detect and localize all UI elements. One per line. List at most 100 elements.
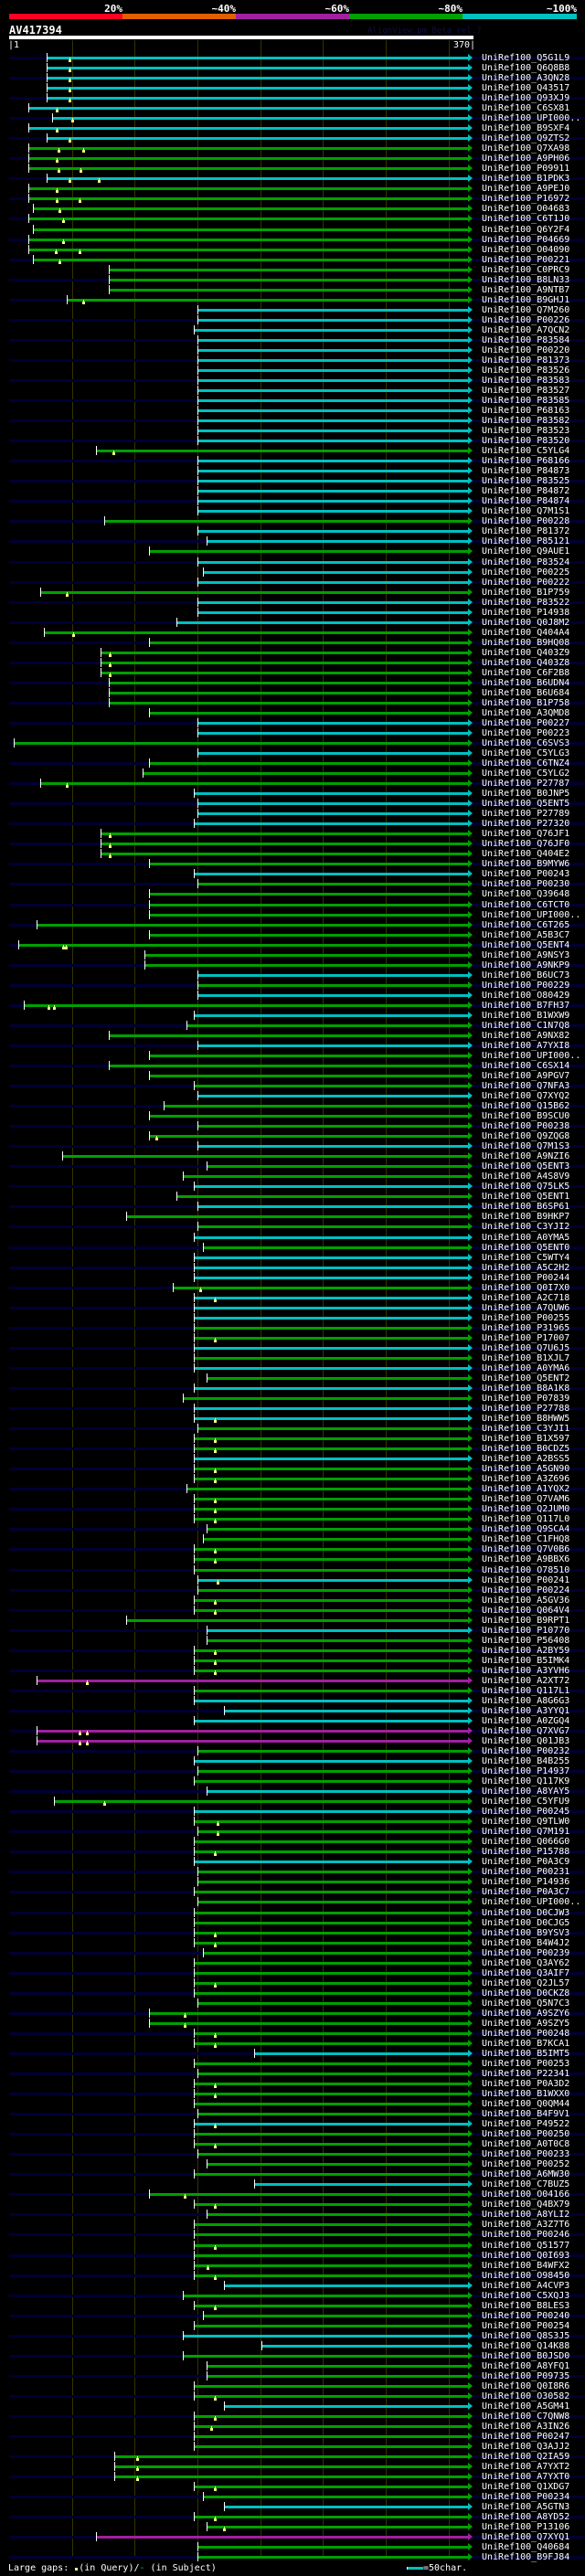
hit-label-link[interactable]: UniRef100_Q5N7C3 [482,1998,570,2009]
hit-label-link[interactable]: UniRef100_P00221 [482,254,570,265]
hit-label-link[interactable]: UniRef100_P00240 [482,2310,570,2321]
hit-label-link[interactable]: UniRef100_P00222 [482,577,570,588]
hit-bar[interactable] [33,228,468,231]
hit-label-link[interactable]: UniRef100_C3YJI2 [482,1222,570,1233]
hit-label-link[interactable]: UniRef100_A7QUW6 [482,1302,570,1313]
hit-label-link[interactable]: UniRef100_P83585 [482,396,570,407]
hit-bar[interactable] [193,1719,468,1723]
hit-label-link[interactable]: UniRef100_P81373 [482,355,570,366]
hit-bar[interactable] [17,943,468,947]
hit-label-link[interactable]: UniRef100_B6U684 [482,687,570,698]
hit-label-link[interactable]: UniRef100_P83527 [482,385,570,396]
hit-bar[interactable] [27,187,468,191]
hit-bar[interactable] [193,1608,468,1612]
hit-label-link[interactable]: UniRef100_P83523 [482,426,570,437]
hit-label-link[interactable]: UniRef100_Q0QM44 [482,2099,570,2110]
hit-label-link[interactable]: UniRef100_Q1XDG7 [482,2482,570,2493]
hit-bar[interactable] [197,530,468,534]
hit-bar[interactable] [197,600,468,604]
hit-label-link[interactable]: UniRef100_P84872 [482,486,570,497]
hit-label-link[interactable]: UniRef100_B8LES3 [482,2300,570,2311]
hit-label-link[interactable]: UniRef100_A3YVH6 [482,1665,570,1676]
hit-bar[interactable] [101,853,468,856]
hit-label-link[interactable]: UniRef100_Q064V4 [482,1605,570,1616]
hit-bar[interactable] [197,1095,468,1098]
hit-bar[interactable] [202,570,468,574]
hit-label-link[interactable]: UniRef100_P00247 [482,2432,570,2443]
hit-bar[interactable] [193,1548,468,1552]
hit-bar[interactable] [37,1679,468,1682]
hit-label-link[interactable]: UniRef100_P00239 [482,1947,570,1958]
hit-label-link[interactable]: UniRef100_C6SX14 [482,1061,570,1071]
hit-label-link[interactable]: UniRef100_P17007 [482,1332,570,1343]
hit-bar[interactable] [27,127,468,131]
hit-bar[interactable] [206,1638,468,1642]
hit-label-link[interactable]: UniRef100_B5IMT5 [482,2048,570,2059]
hit-label-link[interactable]: UniRef100_B1P759 [482,587,570,598]
hit-bar[interactable] [193,1013,468,1017]
hit-bar[interactable] [193,1820,468,1824]
hit-bar[interactable] [67,298,468,302]
hit-bar[interactable] [108,1065,468,1067]
hit-label-link[interactable]: UniRef100_C5YFU9 [482,1797,570,1807]
hit-bar[interactable] [197,1750,468,1754]
hit-bar[interactable] [193,1316,468,1320]
hit-label-link[interactable]: UniRef100_P00238 [482,1121,570,1132]
hit-bar[interactable] [202,1951,468,1955]
hit-label-link[interactable]: UniRef100_P14936 [482,1877,570,1888]
hit-bar[interactable] [193,1336,468,1340]
hit-label-link[interactable]: UniRef100_A8YFQ1 [482,2360,570,2371]
hit-bar[interactable] [40,590,468,594]
hit-bar[interactable] [197,610,468,614]
hit-label-link[interactable]: UniRef100_O80429 [482,990,570,1001]
hit-bar[interactable] [193,2123,468,2126]
hit-bar[interactable] [197,419,468,423]
hit-label-link[interactable]: UniRef100_A2XT72 [482,1675,570,1686]
hit-bar[interactable] [193,2304,468,2307]
hit-bar[interactable] [108,701,468,705]
hit-label-link[interactable]: UniRef100_P83525 [482,476,570,487]
hit-label-link[interactable]: UniRef100_Q5ENT2 [482,1373,570,1383]
hit-label-link[interactable]: UniRef100_Q8S3J5 [482,2330,570,2341]
hit-bar[interactable] [206,540,468,544]
hit-label-link[interactable]: UniRef100_P00243 [482,869,570,880]
hit-bar[interactable] [197,983,468,987]
hit-label-link[interactable]: UniRef100_C7BUZ5 [482,2179,570,2190]
hit-bar[interactable] [193,1356,468,1360]
hit-bar[interactable] [193,1860,468,1864]
hit-bar[interactable] [193,1911,468,1914]
hit-bar[interactable] [193,1941,468,1945]
hit-bar[interactable] [108,691,468,694]
hit-bar[interactable] [193,1085,468,1088]
hit-bar[interactable] [95,2536,468,2539]
hit-label-link[interactable]: UniRef100_P83522 [482,597,570,608]
hit-bar[interactable] [51,117,468,121]
hit-label-link[interactable]: UniRef100_Q7XA98 [482,143,570,154]
hit-label-link[interactable]: UniRef100_P00255 [482,1312,570,1323]
hit-label-link[interactable]: UniRef100_A2C718 [482,1292,570,1303]
hit-bar[interactable] [197,460,468,463]
hit-bar[interactable] [182,2294,468,2297]
hit-label-link[interactable]: UniRef100_A8YAY5 [482,1786,570,1797]
hit-bar[interactable] [197,1205,468,1209]
hit-label-link[interactable]: UniRef100_O30582 [482,2390,570,2401]
hit-bar[interactable] [182,1175,468,1179]
hit-label-link[interactable]: UniRef100_B9SXF4 [482,123,570,134]
hit-label-link[interactable]: UniRef100_B1XJL7 [482,1352,570,1363]
hit-bar[interactable] [44,631,468,634]
hit-bar[interactable] [37,923,468,927]
hit-label-link[interactable]: UniRef100_C5YLG2 [482,769,570,779]
hit-label-link[interactable]: UniRef100_Q7XYQ1 [482,2532,570,2543]
hit-label-link[interactable]: UniRef100_A9SZY6 [482,2008,570,2019]
hit-bar[interactable] [197,1225,468,1229]
hit-bar[interactable] [197,721,468,725]
hit-bar[interactable] [148,641,468,644]
hit-bar[interactable] [193,1689,468,1692]
hit-label-link[interactable]: UniRef100_B9SCU0 [482,1111,570,1122]
hit-label-link[interactable]: UniRef100_A3YYQ1 [482,1705,570,1716]
hit-bar[interactable] [193,1760,468,1764]
hit-label-link[interactable]: UniRef100_P04669 [482,234,570,245]
hit-bar[interactable] [197,308,468,312]
hit-label-link[interactable]: UniRef100_Q403Z9 [482,647,570,658]
hit-label-link[interactable]: UniRef100_C1N7Q8 [482,1020,570,1031]
